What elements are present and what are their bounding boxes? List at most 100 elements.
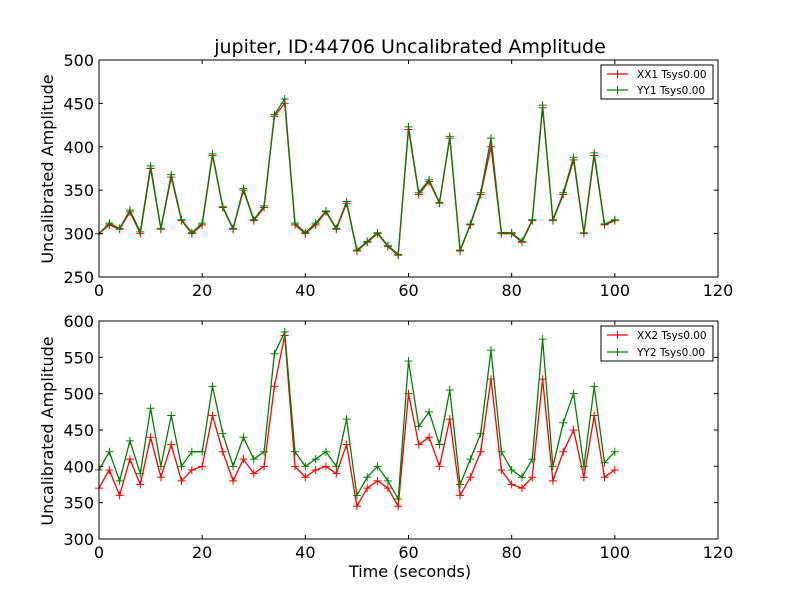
top-point-yy1 [579, 228, 588, 237]
top-legend-label-xx1: XX1 Tsys0.00 [637, 69, 707, 81]
bottom-point-yy2 [445, 386, 454, 395]
top-point-yy1 [125, 206, 134, 215]
top-point-yy1 [260, 201, 269, 210]
bottom-point-yy2 [590, 382, 599, 391]
top-point-yy1 [363, 237, 372, 246]
bottom-y-tick-label: 500 [63, 385, 94, 404]
bottom-point-yy2 [517, 473, 526, 482]
bottom-point-yy2 [569, 389, 578, 398]
bottom-legend-marker-yy2 [613, 348, 622, 356]
bottom-point-yy2 [198, 447, 207, 456]
bottom-point-yy2 [352, 491, 361, 500]
bottom-y-tick-label: 300 [63, 530, 94, 549]
bottom-point-xx2 [115, 491, 124, 500]
top-point-yy1 [291, 219, 300, 228]
bottom-point-xx2 [414, 440, 423, 449]
x-axis-label: Time (seconds) [348, 562, 471, 581]
bottom-point-yy2 [280, 327, 289, 336]
chart-title: jupiter, ID:44706 Uncalibrated Amplitude [213, 36, 606, 58]
bottom-point-yy2 [600, 458, 609, 467]
bottom-point-xx2 [177, 476, 186, 485]
top-point-yy1 [352, 246, 361, 255]
top-point-yy1 [600, 220, 609, 229]
bottom-point-xx2 [610, 465, 619, 474]
bottom-point-xx2 [125, 455, 134, 464]
bottom-point-xx2 [301, 473, 310, 482]
bottom-point-xx2 [218, 447, 227, 456]
top-axis-ticks: 0 20 40 60 80 100 120 250 300 350 400 450 500 [63, 51, 733, 300]
top-point-yy1 [394, 250, 403, 259]
bottom-x-tick-label: 0 [94, 543, 104, 562]
bottom-point-xx2 [198, 462, 207, 471]
bottom-point-xx2 [239, 455, 248, 464]
bottom-legend-marker-xx2 [613, 331, 622, 339]
bottom-point-yy2 [435, 440, 444, 449]
top-point-yy1 [435, 198, 444, 207]
bottom-point-yy2 [528, 455, 537, 464]
bottom-point-xx2 [249, 469, 258, 478]
bottom-point-xx2 [373, 476, 382, 485]
top-legend-box [600, 64, 714, 100]
top-y-tick-label: 400 [63, 138, 94, 157]
top-point-yy1 [590, 148, 599, 157]
top-series-layer [95, 95, 619, 260]
bottom-legend-label-yy2: YY2 Tsys0.00 [636, 347, 705, 359]
top-y-tick-label: 300 [63, 225, 94, 244]
bottom-x-tick-label: 40 [295, 543, 315, 562]
bottom-point-xx2 [146, 433, 155, 442]
bottom-point-xx2 [352, 502, 361, 511]
top-legend-label-yy1: YY1 Tsys0.00 [636, 85, 705, 97]
top-point-yy1 [538, 101, 547, 110]
top-x-tick-label: 120 [703, 281, 734, 300]
bottom-point-yy2 [487, 346, 496, 355]
bottom-axis-ticks: 0 20 40 60 80 100 120 300 350 400 450 500 550 600 [63, 312, 733, 562]
bottom-point-xx2 [270, 382, 279, 391]
bottom-point-xx2 [311, 465, 320, 474]
bottom-point-yy2 [218, 429, 227, 438]
bottom-point-yy2 [456, 480, 465, 489]
bottom-point-yy2 [125, 436, 134, 445]
top-point-yy1 [208, 149, 217, 158]
bottom-point-xx2 [136, 480, 145, 489]
bottom-point-yy2 [260, 447, 269, 456]
bottom-legend-label-xx2: XX2 Tsys0.00 [637, 330, 707, 342]
top-point-yy1 [383, 241, 392, 250]
top-point-yy1 [548, 215, 557, 224]
bottom-point-yy2 [136, 469, 145, 478]
top-point-yy1 [156, 224, 165, 233]
bottom-point-xx2 [600, 473, 609, 482]
top-point-yy1 [476, 188, 485, 197]
top-x-tick-label: 80 [501, 281, 521, 300]
bottom-point-xx2 [332, 469, 341, 478]
bottom-point-yy2 [291, 447, 300, 456]
bottom-point-yy2 [548, 462, 557, 471]
top-point-yy1 [342, 197, 351, 206]
bottom-y-tick-label: 550 [63, 348, 94, 367]
top-x-tick-label: 100 [600, 281, 631, 300]
top-point-yy1 [466, 220, 475, 229]
top-point-yy1 [280, 95, 289, 104]
bottom-y-tick-label: 350 [63, 494, 94, 513]
top-y-axis-label: Uncalibrated Amplitude [38, 74, 57, 263]
bottom-x-tick-label: 120 [703, 543, 734, 562]
top-point-yy1 [249, 215, 258, 224]
bottom-point-xx2 [435, 462, 444, 471]
top-point-yy1 [105, 219, 114, 228]
bottom-point-yy2 [497, 447, 506, 456]
top-point-yy1 [187, 228, 196, 237]
bottom-point-yy2 [249, 455, 258, 464]
bottom-point-xx2 [383, 484, 392, 493]
bottom-subplot: Uncalibrated Amplitude Time (seconds) 0 2… [38, 312, 733, 581]
top-y-tick-label: 500 [63, 51, 94, 70]
top-point-yy1 [146, 161, 155, 170]
bottom-point-xx2 [528, 473, 537, 482]
bottom-point-xx2 [569, 426, 578, 434]
bottom-point-xx2 [476, 447, 485, 456]
bottom-point-xx2 [559, 447, 568, 456]
bottom-point-yy2 [229, 462, 238, 471]
bottom-x-tick-label: 100 [600, 543, 631, 562]
bottom-point-xx2 [579, 473, 588, 482]
bottom-point-yy2 [115, 476, 124, 485]
top-point-yy1 [517, 237, 526, 246]
bottom-point-yy2 [394, 495, 403, 504]
